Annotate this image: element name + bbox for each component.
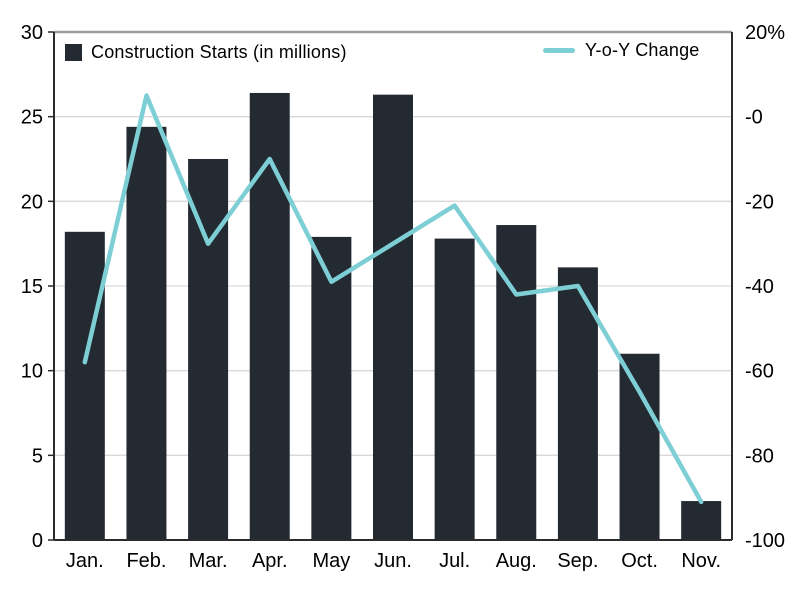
x-axis-label: Oct. xyxy=(621,550,658,572)
x-axis-label: Nov. xyxy=(681,550,721,572)
left-axis-label: 10 xyxy=(21,361,43,383)
x-axis-label: Jun. xyxy=(374,550,412,572)
right-axis-label: -60 xyxy=(745,361,774,383)
x-axis-label: Mar. xyxy=(189,550,228,572)
x-axis-label: Aug. xyxy=(496,550,537,572)
legend-construction-starts: Construction Starts (in millions) xyxy=(65,42,347,63)
x-axis-label: Jan. xyxy=(66,550,104,572)
bar-feb xyxy=(126,126,167,541)
left-axis-label: 25 xyxy=(21,107,43,129)
left-axis-label: 0 xyxy=(32,530,43,552)
x-axis-label: May xyxy=(312,550,350,572)
legend-line-label: Y-o-Y Change xyxy=(585,40,700,60)
left-axis-label: 30 xyxy=(21,22,43,44)
x-axis-label: Apr. xyxy=(252,550,288,572)
right-axis-label: -0 xyxy=(745,107,763,129)
right-axis-label: -40 xyxy=(745,276,774,298)
legend-bar-label: Construction Starts (in millions) xyxy=(91,42,347,62)
x-axis-label: Feb. xyxy=(126,550,166,572)
right-axis-label: 20% xyxy=(745,22,785,44)
yoy-change-line xyxy=(82,93,704,505)
bar-jul xyxy=(434,238,475,540)
left-axis-label: 20 xyxy=(21,191,43,213)
legend-yoy-change: Y-o-Y Change xyxy=(543,40,700,61)
bar-mar xyxy=(188,159,229,540)
left-axis-label: 15 xyxy=(21,276,43,298)
bar-apr xyxy=(249,92,290,541)
right-axis-label: -80 xyxy=(745,445,774,467)
line-series-swatch-icon xyxy=(543,48,575,53)
bar-series-swatch-icon xyxy=(65,44,82,61)
bar-jan xyxy=(64,231,105,540)
bar-oct xyxy=(619,353,660,540)
x-axis-label: Jul. xyxy=(439,550,470,572)
x-axis-label: Sep. xyxy=(557,550,598,572)
left-axis-label: 5 xyxy=(32,445,43,467)
bar-may xyxy=(311,236,352,541)
right-axis-label: -20 xyxy=(745,191,774,213)
right-axis-label: -100 xyxy=(745,530,785,552)
bar-jun xyxy=(373,94,413,541)
bar-nov xyxy=(681,501,722,540)
